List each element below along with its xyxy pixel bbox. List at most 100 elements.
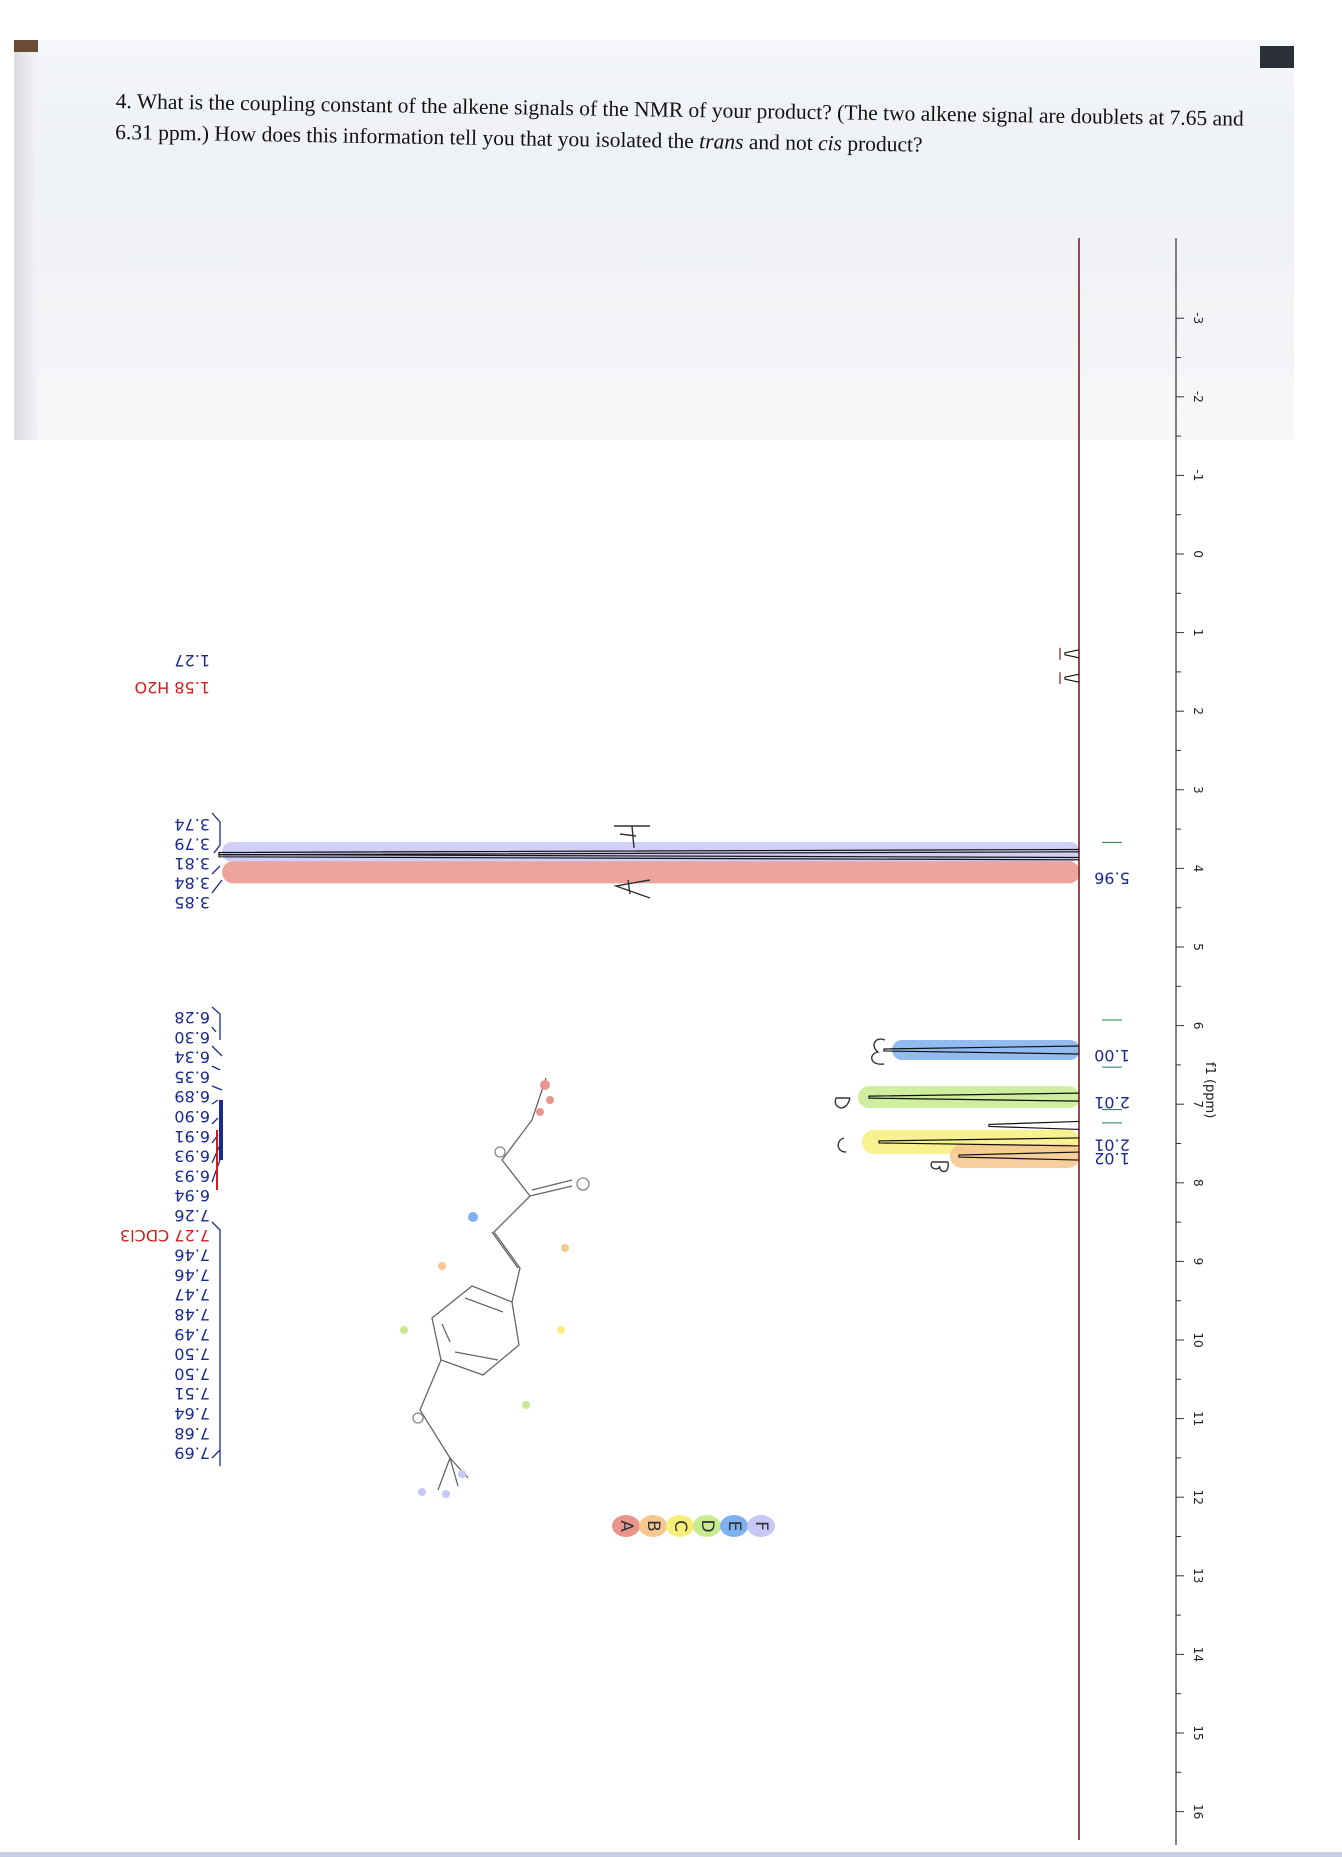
- peak-label: 6.28: [174, 1008, 210, 1027]
- hand-D: [834, 1097, 851, 1109]
- connector-group2: [211, 812, 223, 894]
- peak-label: 7.26: [174, 1206, 210, 1225]
- axis-tick-label: 3: [1191, 786, 1205, 794]
- peak-label: 6.94: [174, 1186, 210, 1205]
- axis-tick-label: 11: [1191, 1411, 1205, 1426]
- highlight-band: [892, 1039, 1080, 1060]
- page-fold-shadow: [14, 40, 38, 440]
- peak-label: 3.85: [174, 893, 210, 912]
- ester-bonds: [501, 1077, 573, 1197]
- integral-value: 1.02: [1094, 1149, 1130, 1168]
- axis-tick-label: -1: [1191, 469, 1205, 481]
- axis-tick-label: 5: [1191, 943, 1205, 951]
- peak-label: 7.69: [174, 1444, 210, 1463]
- integral-value: 1.00: [1094, 1046, 1130, 1065]
- legend-swatch: [666, 1515, 694, 1537]
- spectrum-peak: [988, 1120, 1080, 1131]
- bottom-border: [0, 1852, 1342, 1857]
- peak-label: 7.47: [174, 1285, 210, 1304]
- axis-tick-label: 4: [1191, 865, 1205, 873]
- integral-value: 2.01: [1094, 1136, 1130, 1155]
- spectrum-peak: [883, 1045, 1080, 1055]
- axis-tick-label: -3: [1191, 312, 1205, 324]
- axis-tick-label: 14: [1191, 1647, 1205, 1662]
- dot-E: [468, 1212, 478, 1222]
- dot-B: [438, 1262, 446, 1270]
- axis-tick-label: 12: [1191, 1490, 1205, 1505]
- integral-value: 5.96: [1094, 868, 1130, 887]
- dot-A: [546, 1096, 554, 1104]
- ester-oxygen-mark: [494, 1146, 506, 1158]
- hand-F: [614, 825, 650, 849]
- spectrum-peak: [958, 1151, 1080, 1161]
- axis-tick-label: 2: [1191, 707, 1205, 715]
- axis-tick-label: 9: [1191, 1258, 1205, 1266]
- highlight-bands: [222, 841, 1080, 1169]
- peak-label: 6.34: [174, 1048, 210, 1067]
- peak-label: 7.68: [174, 1424, 210, 1443]
- legend-letter: F: [751, 1521, 771, 1531]
- peak-label: 7.48: [174, 1305, 210, 1324]
- peak-label: 6.89: [174, 1087, 210, 1106]
- dot-F: [418, 1488, 426, 1496]
- peak-label: 3.74: [174, 815, 210, 834]
- peak-label: 7.64: [174, 1404, 210, 1423]
- spectrum-peak: [218, 848, 1080, 859]
- axis-tick-label: 10: [1191, 1332, 1205, 1347]
- peak-label: 7.50: [174, 1364, 210, 1383]
- peak-label: 6.90: [174, 1107, 210, 1126]
- legend-swatch: [612, 1515, 640, 1537]
- ether-oxygen-mark: [412, 1412, 424, 1424]
- dot-A: [540, 1080, 550, 1090]
- dot-D: [400, 1326, 408, 1334]
- highlight-band: [222, 861, 1080, 884]
- peak-label: 3.81: [174, 854, 210, 873]
- legend-swatch: [639, 1515, 667, 1537]
- peak-label: 7.51: [174, 1384, 210, 1403]
- desk-corner-right: [1260, 46, 1294, 68]
- peak-label: 3.79: [174, 835, 210, 854]
- peak-label: 7.27 CDCl3: [120, 1226, 210, 1245]
- spectrum-peak: [1064, 673, 1080, 683]
- axis-label: f1 (ppm): [1202, 1062, 1217, 1118]
- peak-label: 6.35: [174, 1067, 210, 1086]
- integrals: 5.961.002.012.011.02: [1094, 841, 1130, 1168]
- legend-letter: C: [670, 1520, 690, 1532]
- legend-letter: A: [616, 1520, 636, 1532]
- axis-tick-label: -2: [1191, 391, 1205, 403]
- benzene-ring: [431, 1285, 520, 1376]
- carbonyl-oxygen-mark: [576, 1177, 590, 1191]
- peak-label: 3.84: [174, 874, 210, 893]
- peak-label-connectors: [211, 812, 223, 1466]
- peak-label: 7.50: [174, 1345, 210, 1364]
- dot-C: [557, 1326, 565, 1334]
- handwritten-letters: [613, 825, 949, 1173]
- legend-letter: B: [643, 1520, 663, 1532]
- peak-label: 7.46: [174, 1265, 210, 1284]
- peak-label: 6.93: [174, 1166, 210, 1185]
- highlight-band: [858, 1086, 1080, 1109]
- legend-swatch: [693, 1515, 721, 1537]
- vinyl-bonds: [491, 1195, 531, 1303]
- spectrum-peak: [878, 1137, 1080, 1147]
- ring-inner-bonds: [441, 1297, 504, 1361]
- spectrum-peaks: [218, 647, 1080, 1161]
- legend-letter: E: [724, 1521, 744, 1532]
- axis-tick-label: 6: [1191, 1022, 1205, 1030]
- axis-tick-label: 7: [1191, 1100, 1205, 1108]
- peak-label: 1.58 H2O: [134, 678, 210, 697]
- dot-F: [442, 1490, 450, 1498]
- legend-letter: D: [697, 1519, 717, 1532]
- axis-tick-label: 15: [1191, 1725, 1205, 1740]
- question-photo: [14, 40, 1294, 440]
- desk-corner: [14, 40, 38, 52]
- axis-tick-label: 0: [1191, 550, 1205, 558]
- highlight-band: [950, 1144, 1080, 1169]
- axis-tick-label: 8: [1191, 1179, 1205, 1187]
- legend-swatch: [747, 1515, 775, 1537]
- hand-C: [837, 1137, 847, 1153]
- chemical-structure: [412, 1077, 590, 1491]
